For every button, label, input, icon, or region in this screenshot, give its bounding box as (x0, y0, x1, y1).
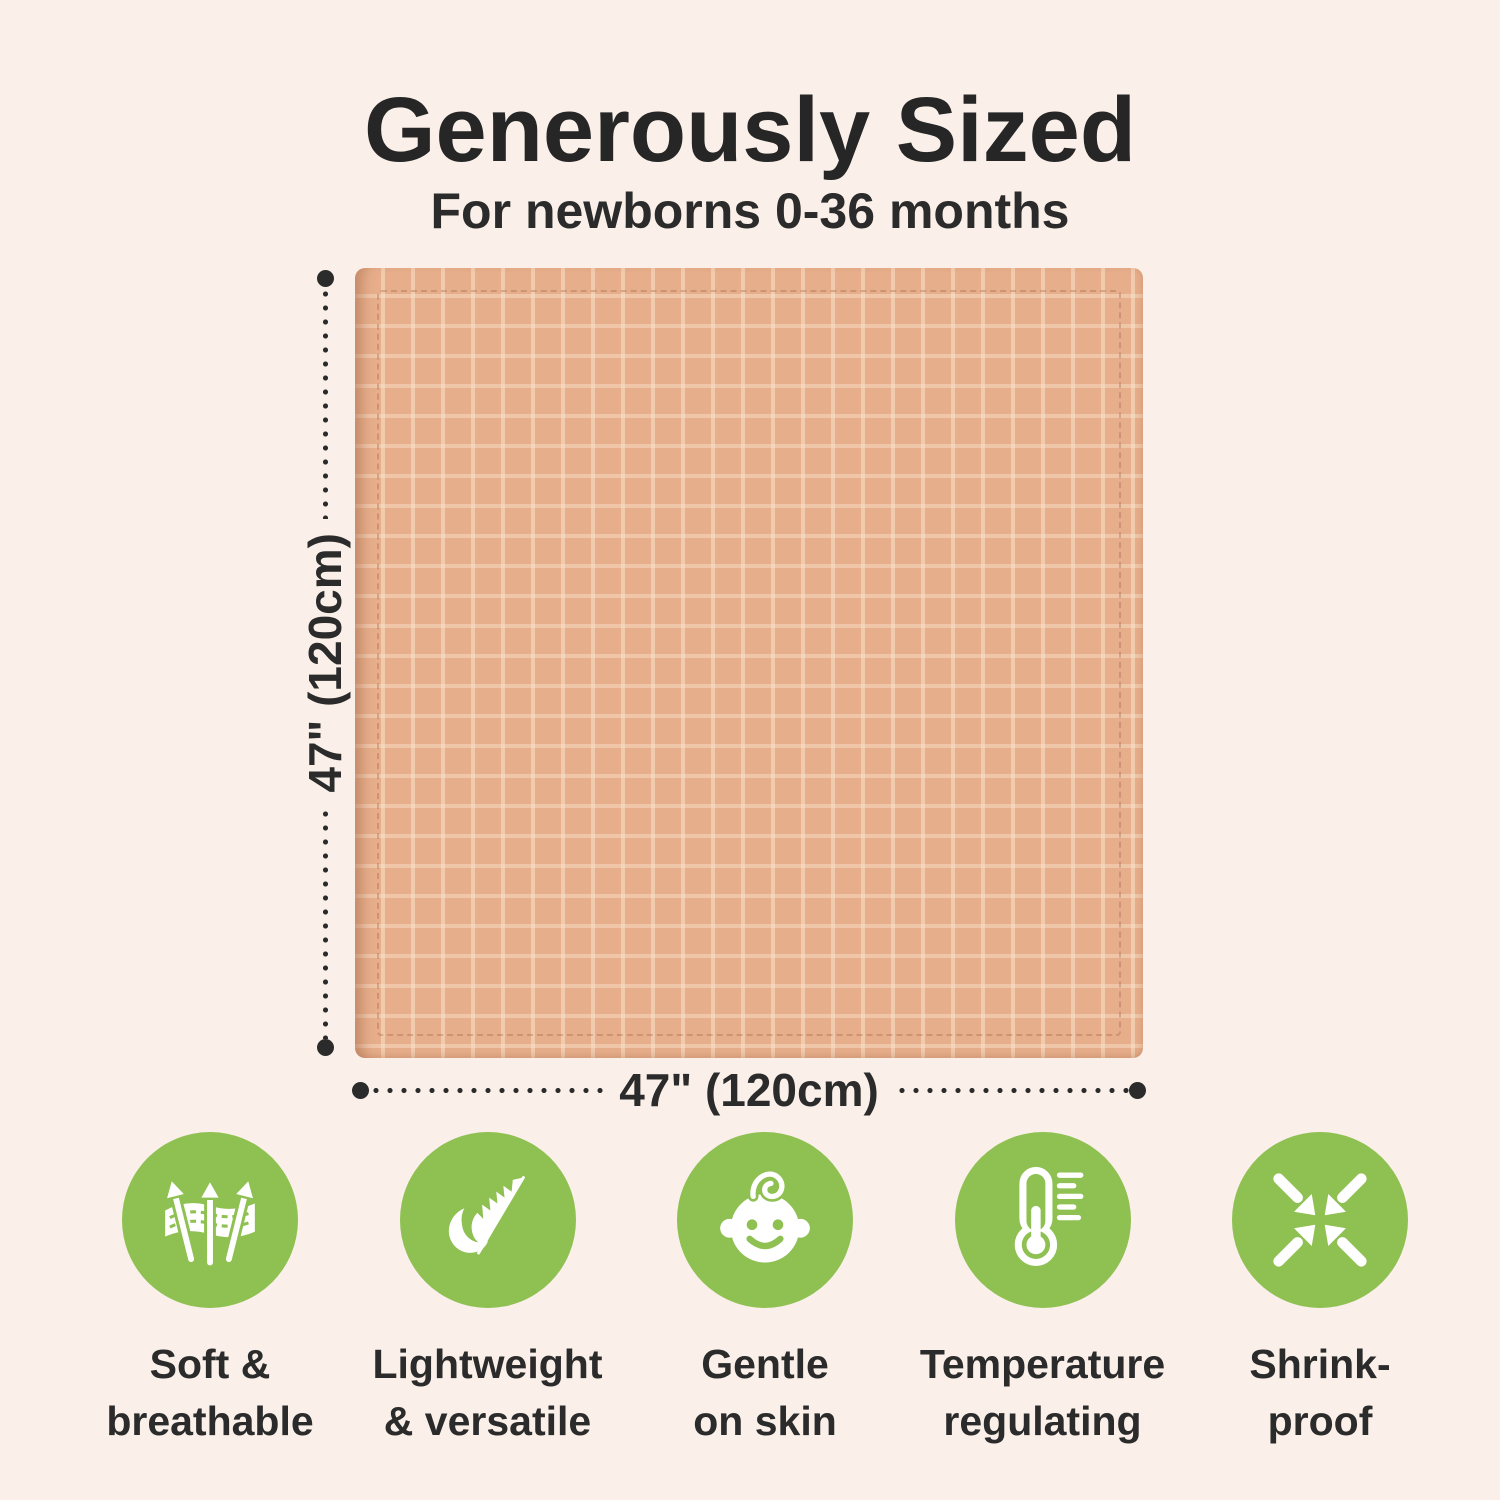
feature-label-line: Lightweight (372, 1341, 603, 1387)
feature-soft-breathable: Soft & breathable (80, 1132, 340, 1449)
height-dimension-line: 47" (120cm) (299, 270, 351, 1057)
dimension-endpoint-dot (316, 1039, 334, 1057)
dotted-line-segment (369, 1087, 604, 1093)
feature-label-line: Shrink- (1249, 1341, 1391, 1387)
feature-label-line: on skin (693, 1397, 837, 1444)
feature-label: Shrink- proof (1249, 1336, 1390, 1449)
feature-label: Gentle on skin (693, 1336, 837, 1449)
feature-label-line: & versatile (383, 1397, 592, 1444)
width-dimension-line: 47" (120cm) (352, 1064, 1147, 1116)
blanket-image (355, 268, 1143, 1058)
feature-circle (1232, 1132, 1408, 1308)
page-title: Generously Sized (363, 79, 1137, 181)
feature-label-line: Temperature (919, 1341, 1166, 1387)
feature-circle (677, 1132, 853, 1308)
feature-label: Lightweight & versatile (372, 1336, 602, 1449)
feature-label-line: regulating (943, 1397, 1142, 1444)
dimension-endpoint-dot (352, 1081, 369, 1099)
feature-temperature-regulating: Temperature regulating (913, 1132, 1173, 1449)
feature-gentle-on-skin: Gentle on skin (635, 1132, 895, 1449)
feature-label-line: breathable (106, 1397, 314, 1444)
breathable-fabric-arrows-icon (163, 1176, 257, 1269)
dimension-endpoint-dot (316, 270, 334, 287)
feature-shrink-proof: Shrink- proof (1190, 1132, 1450, 1449)
feature-label: Temperature regulating (920, 1336, 1165, 1449)
feature-circle (122, 1132, 298, 1308)
feature-label: Soft & breathable (106, 1336, 313, 1449)
thermometer-icon (1014, 1166, 1083, 1267)
dimension-endpoint-dot (1129, 1081, 1147, 1099)
shrink-arrows-icon (1273, 1173, 1367, 1267)
dotted-line-segment (894, 1087, 1130, 1093)
feature-label-line: Gentle (701, 1341, 829, 1387)
feature-label-line: proof (1267, 1397, 1373, 1444)
width-dimension-label: 47" (120cm) (619, 1064, 879, 1116)
dotted-line-segment (322, 806, 328, 1040)
features-row: Soft & breathable Lightweight & versatil… (80, 1132, 1450, 1449)
height-dimension-label: 47" (120cm) (299, 533, 351, 793)
baby-face-icon (720, 1168, 810, 1263)
page-subtitle: For newborns 0-36 months (430, 183, 1070, 239)
feature-circle (954, 1132, 1131, 1308)
feature-lightweight-versatile: Lightweight & versatile (358, 1132, 618, 1449)
feather-icon (448, 1176, 525, 1255)
feature-label-line: Soft & (149, 1341, 271, 1387)
feature-circle (399, 1132, 576, 1308)
header: Generously Sized For newborns 0-36 month… (0, 84, 1500, 236)
dotted-line-segment (322, 287, 328, 520)
